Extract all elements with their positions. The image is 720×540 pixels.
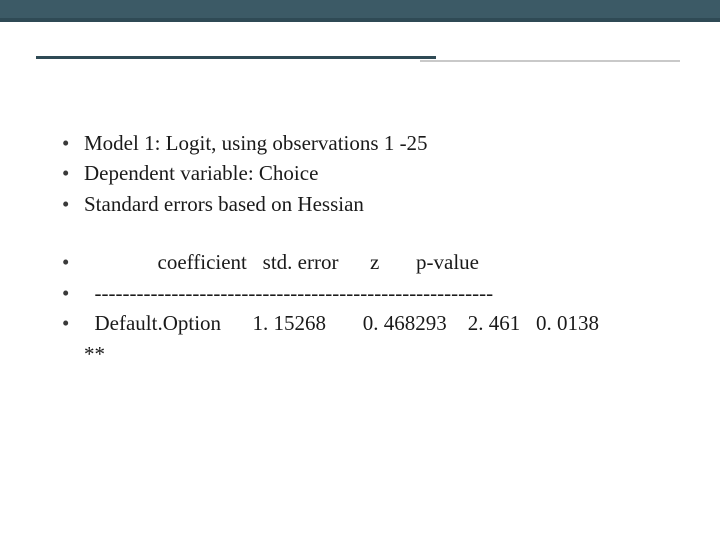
bullet-text: ----------------------------------------…: [84, 281, 493, 305]
title-underline: [36, 56, 436, 59]
bullet-item: Dependent variable: Choice: [60, 158, 680, 188]
bullet-text: Standard errors based on Hessian: [84, 192, 364, 216]
significance-marker: **: [60, 339, 680, 369]
bullet-item: Default.Option 1. 15268 0. 468293 2. 461…: [60, 308, 680, 338]
bullet-item: Standard errors based on Hessian: [60, 189, 680, 219]
accent-bar-primary: [0, 0, 720, 18]
bullet-list: Model 1: Logit, using observations 1 -25…: [60, 128, 680, 219]
title-underline-shadow: [420, 60, 680, 62]
bullet-text: Dependent variable: Choice: [84, 161, 318, 185]
bullet-item: Model 1: Logit, using observations 1 -25: [60, 128, 680, 158]
bullet-item: ----------------------------------------…: [60, 278, 680, 308]
bullet-text: Default.Option 1. 15268 0. 468293 2. 461…: [84, 311, 599, 335]
bullet-text: Model 1: Logit, using observations 1 -25: [84, 131, 428, 155]
bullet-item: coefficient std. error z p-value: [60, 247, 680, 277]
slide-body: Model 1: Logit, using observations 1 -25…: [60, 128, 680, 369]
bullet-list-output: coefficient std. error z p-value -------…: [60, 247, 680, 338]
slide-top-accent: [0, 0, 720, 36]
accent-bar-secondary: [0, 18, 720, 22]
bullet-text: coefficient std. error z p-value: [84, 250, 479, 274]
